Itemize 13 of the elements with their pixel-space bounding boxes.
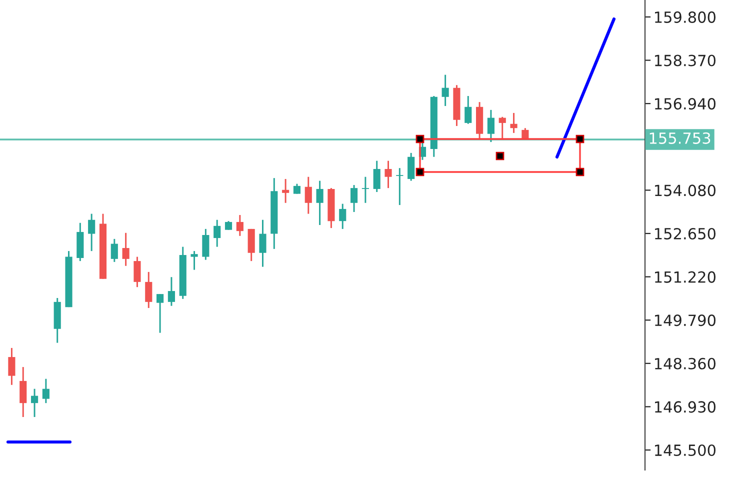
candlestick [396, 168, 404, 206]
y-tick-label: 158.370 [655, 54, 716, 66]
ref-line-label: 155.753 [650, 132, 710, 144]
y-tick-label: 154.080 [655, 184, 716, 196]
y-tick-label: 146.930 [655, 401, 716, 413]
y-tick-label: 149.790 [655, 314, 716, 326]
candlestick [362, 176, 369, 203]
y-tick-label: 151.220 [655, 271, 716, 283]
y-tick-label: 145.500 [655, 444, 716, 456]
y-tick-label: 148.360 [655, 358, 716, 370]
y-tick-label: 152.650 [655, 228, 716, 240]
y-tick-label: 159.800 [655, 11, 716, 23]
y-tick-label: 156.940 [655, 98, 716, 110]
